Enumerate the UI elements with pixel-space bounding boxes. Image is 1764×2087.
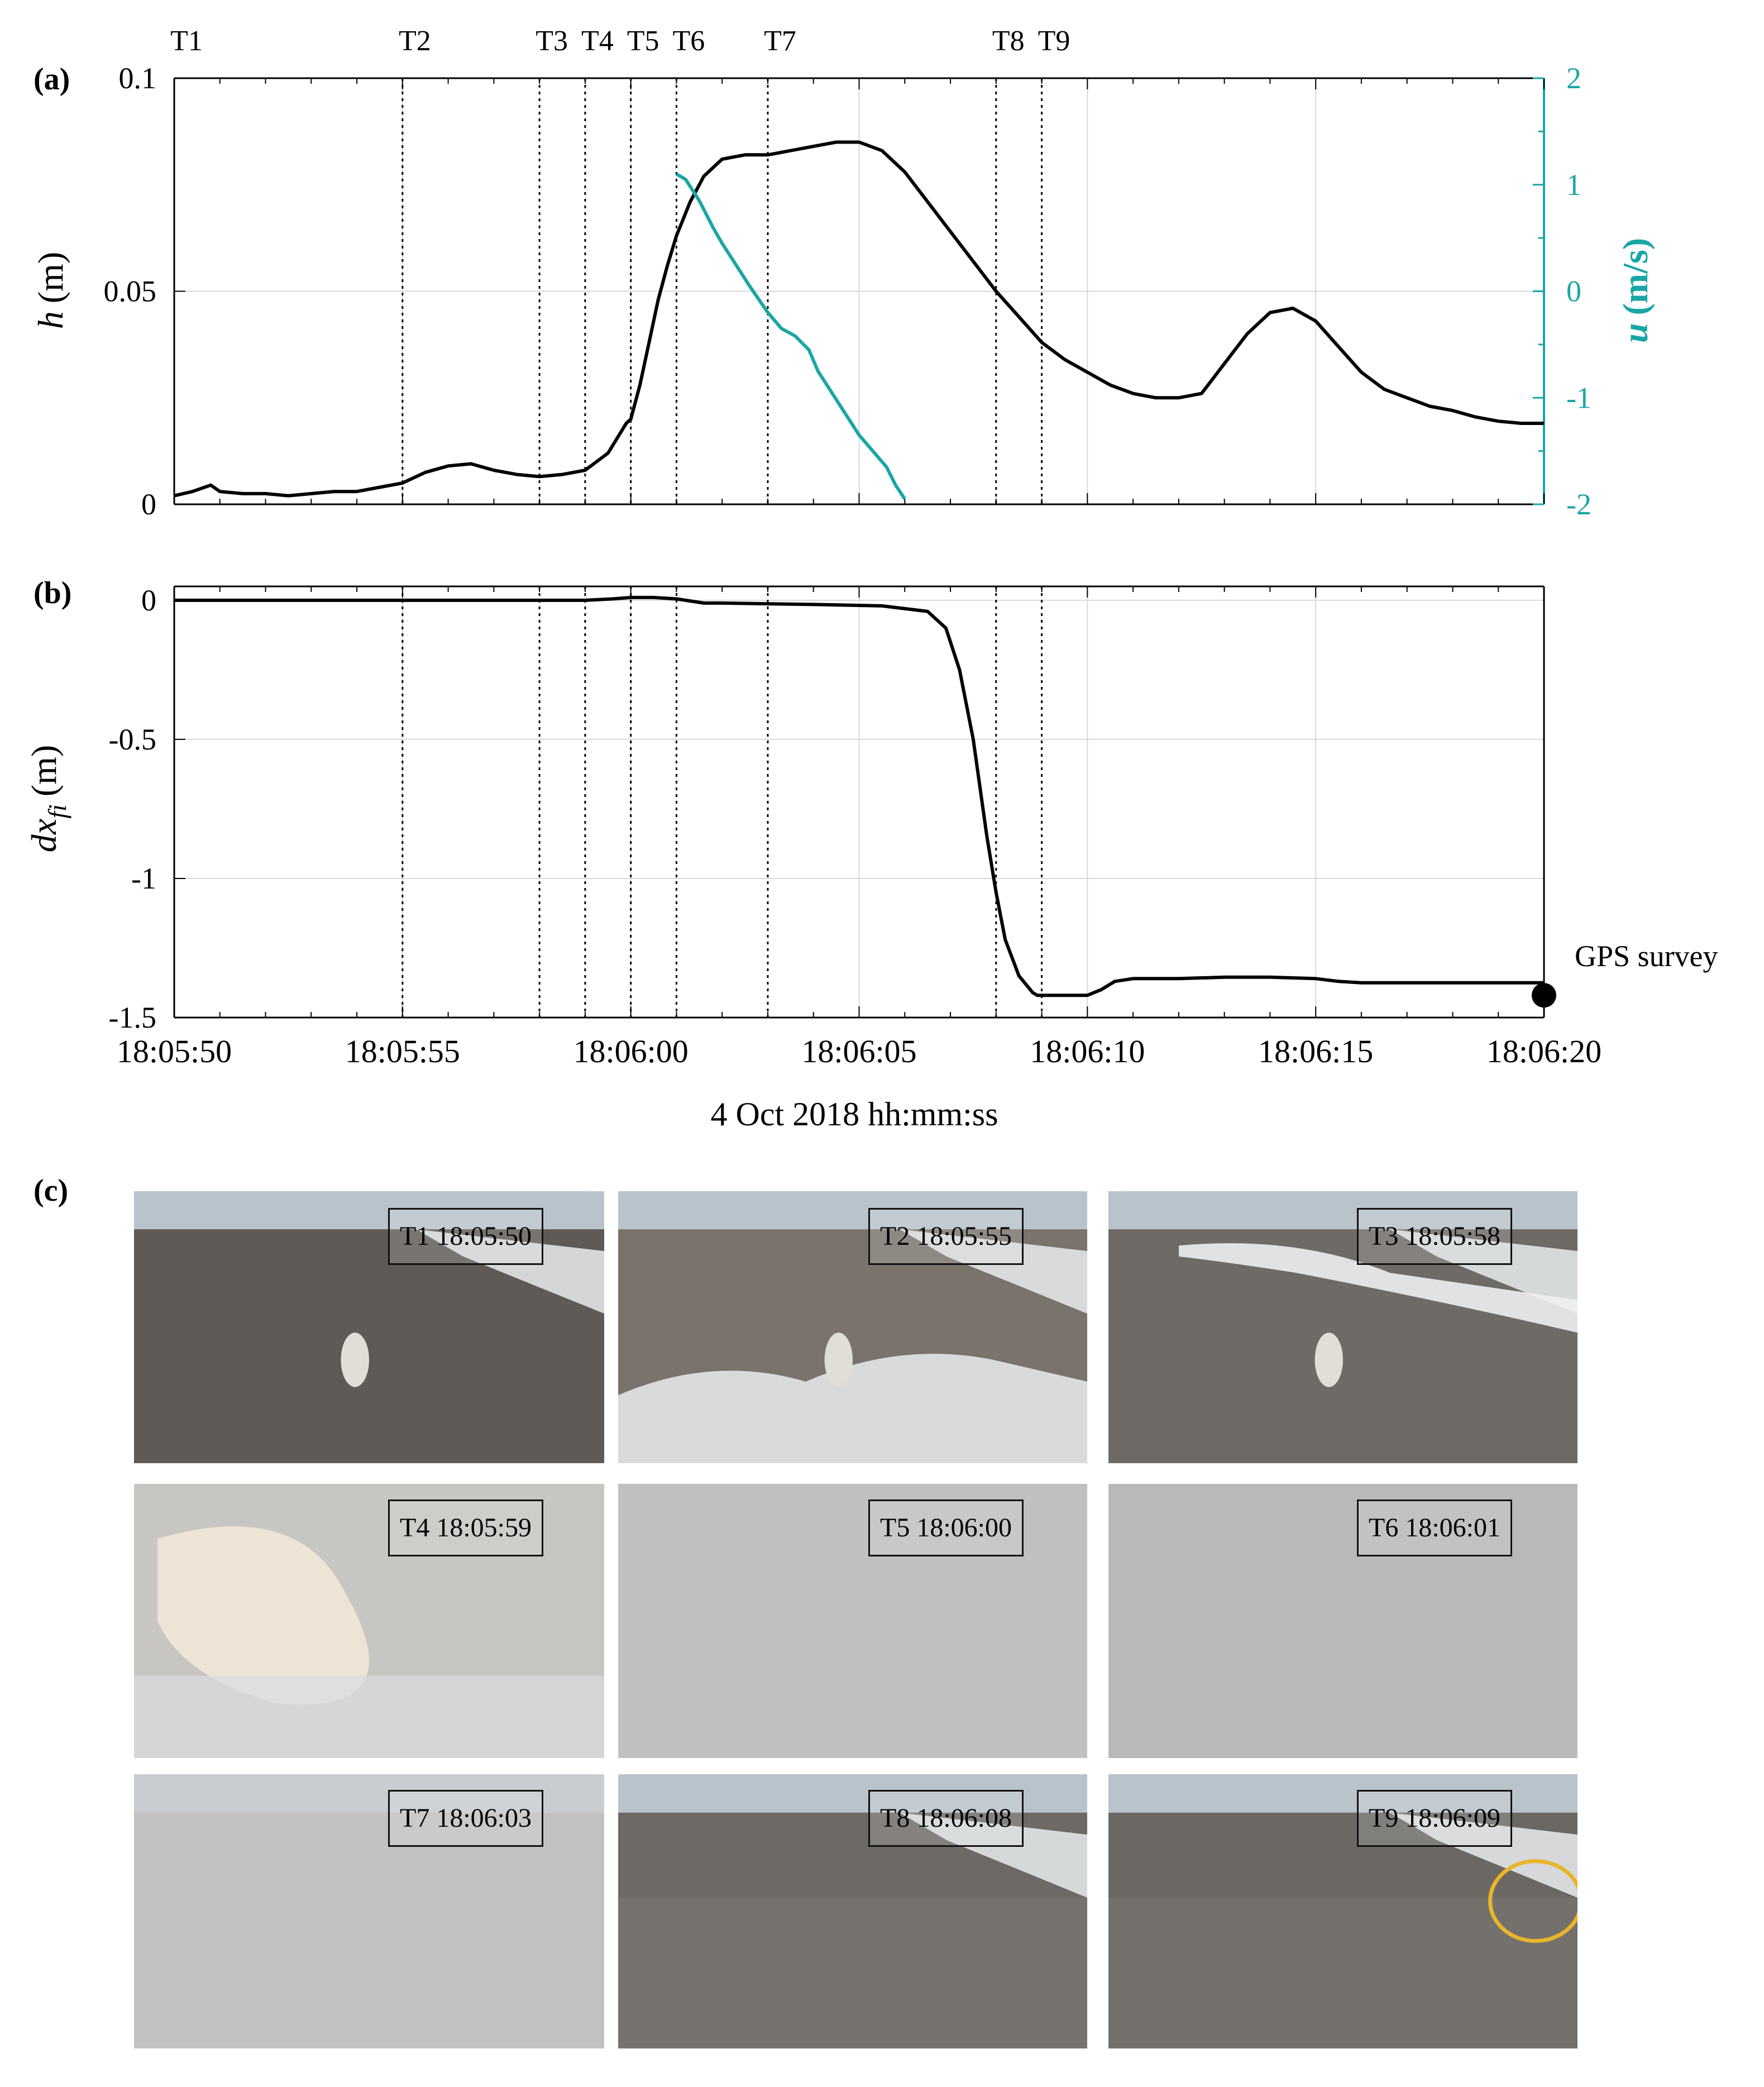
event-label-t7: T7 (764, 25, 796, 57)
photo-timestamp-label: T7 18:06:03 (388, 1790, 543, 1847)
photo-scene (618, 1484, 1087, 1758)
event-label-t1: T1 (170, 25, 203, 57)
photo-timestamp-label: T9 18:06:09 (1357, 1790, 1512, 1847)
photo-timestamp-label: T4 18:05:59 (388, 1499, 543, 1556)
photo-t2: T2 18:05:55 (618, 1191, 1087, 1463)
event-label-t5: T5 (627, 25, 659, 57)
gps-survey-point (1532, 983, 1556, 1008)
photo-t3: T3 18:05:58 (1108, 1191, 1577, 1463)
x-tick-label: 18:05:50 (117, 1033, 232, 1069)
photo-timestamp-label: T6 18:06:01 (1357, 1499, 1512, 1556)
photo-scene (134, 1484, 604, 1758)
x-tick-label: 18:06:15 (1258, 1033, 1373, 1069)
photo-t9: T9 18:06:09 (1108, 1774, 1577, 2048)
photo-scene (618, 1774, 1087, 2048)
x-tick-label: 18:05:55 (345, 1033, 460, 1069)
panel-label-c: (c) (34, 1173, 69, 1208)
photo-t7: T7 18:06:03 (134, 1774, 604, 2048)
y-tick-label-b: -1.5 (109, 1001, 156, 1034)
event-label-t2: T2 (399, 25, 431, 57)
photo-timestamp-label: T5 18:06:00 (868, 1499, 1024, 1556)
photo-scene (1108, 1191, 1577, 1463)
u-tick-label: -1 (1566, 381, 1591, 414)
panel-label-b: (b) (34, 576, 71, 610)
panel-label-a: (a) (34, 62, 70, 97)
series-u-line (675, 173, 906, 500)
dx-axis-title: dxfi(m) (24, 745, 71, 852)
u-tick-label: 1 (1566, 168, 1581, 202)
photo-scene (134, 1191, 604, 1463)
h-axis-title: h(m) (31, 252, 70, 329)
y-tick-label-b: -1 (131, 862, 156, 895)
x-axis-title: 4 Oct 2018 hh:mm:ss (710, 1096, 998, 1133)
photo-timestamp-label: T1 18:05:50 (388, 1208, 543, 1265)
photo-scene (1108, 1484, 1577, 1758)
series-h-line (174, 140, 1544, 498)
u-tick-label: 2 (1566, 61, 1581, 95)
photo-timestamp-label: T8 18:06:08 (868, 1790, 1024, 1847)
x-tick-label: 18:06:05 (801, 1033, 916, 1069)
x-tick-label: 18:06:20 (1486, 1033, 1602, 1069)
photo-scene (134, 1774, 604, 2048)
event-label-t4: T4 (581, 25, 614, 57)
photo-t1: T1 18:05:50 (134, 1191, 604, 1463)
photo-timestamp-label: T3 18:05:58 (1357, 1208, 1512, 1265)
event-label-t3: T3 (536, 25, 568, 57)
event-label-t8: T8 (992, 25, 1025, 57)
photo-t8: T8 18:06:08 (618, 1774, 1087, 2048)
photo-timestamp-label: T2 18:05:55 (868, 1208, 1024, 1265)
y-tick-label-a: 0 (141, 488, 156, 521)
charts-svg: (a) (b) h(m) u(m/s) dxfi(m) 4 Oct 2018 h… (24, 25, 1718, 1133)
photo-t6: T6 18:06:01 (1108, 1484, 1577, 1758)
event-label-t6: T6 (673, 25, 705, 57)
y-tick-label-b: 0 (141, 584, 156, 617)
highlight-circle (1488, 1859, 1577, 1943)
x-tick-label: 18:06:10 (1030, 1033, 1145, 1069)
event-label-t9: T9 (1038, 25, 1070, 57)
x-tick-label: 18:06:00 (573, 1033, 689, 1069)
u-tick-label: -2 (1566, 488, 1591, 521)
u-axis-title: u(m/s) (1615, 238, 1655, 343)
photo-t5: T5 18:06:00 (618, 1484, 1087, 1758)
y-tick-label-a: 0.05 (104, 275, 157, 308)
photo-scene (618, 1191, 1087, 1463)
u-tick-label: 0 (1566, 275, 1581, 308)
photo-t4: T4 18:05:59 (134, 1484, 604, 1758)
gps-survey-label: GPS survey (1575, 939, 1718, 973)
y-tick-label-b: -0.5 (109, 723, 156, 756)
series-dxfi-line (174, 595, 1544, 997)
y-tick-label-a: 0.1 (119, 61, 157, 95)
